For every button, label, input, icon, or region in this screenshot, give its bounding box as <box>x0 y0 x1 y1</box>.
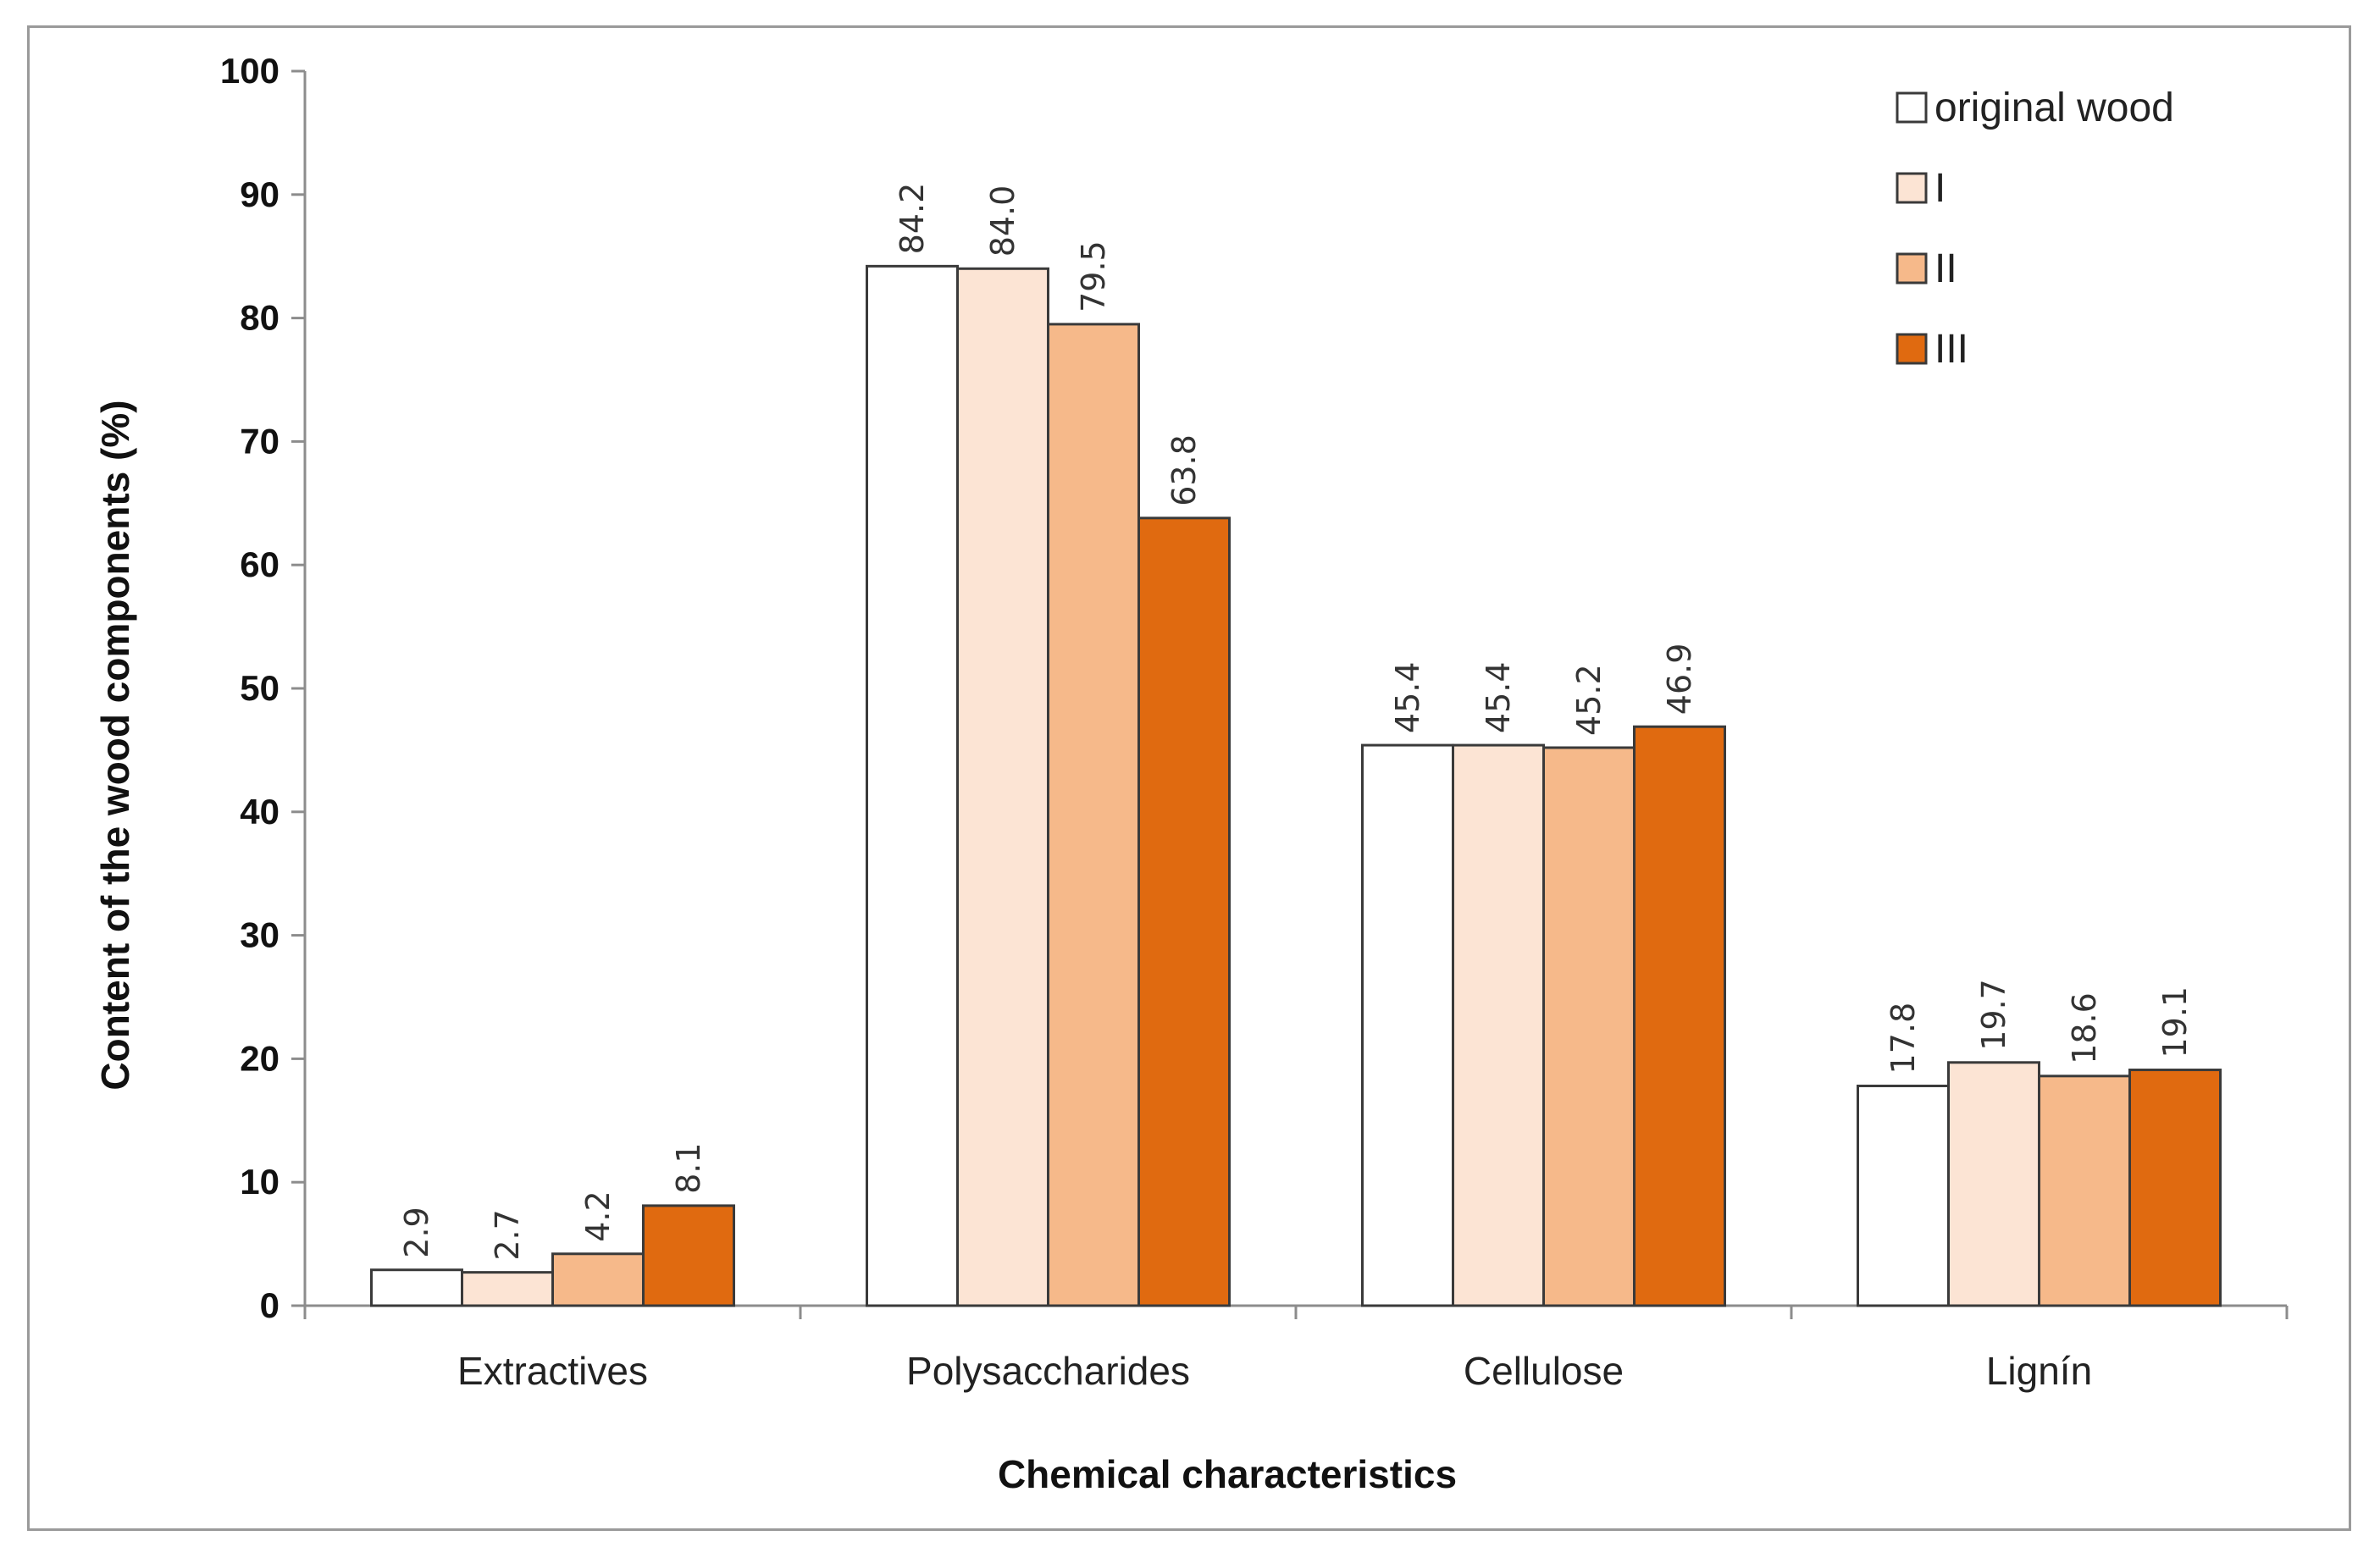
value-label: 2.9 <box>398 1207 435 1257</box>
category-label: Cellulose <box>1464 1349 1624 1393</box>
bar-iii-polysaccharides <box>1137 517 1231 1307</box>
value-label: 17.8 <box>1885 1003 1922 1075</box>
value-label: 79.5 <box>1075 240 1112 312</box>
y-axis: 0 10 20 30 40 50 60 70 80 90 100 <box>220 51 307 1325</box>
bar-original-wood-lignín <box>1857 1084 1950 1307</box>
y-tick-label: 100 <box>220 51 280 91</box>
bar-i-polysaccharides <box>956 267 1049 1307</box>
value-label: 46.9 <box>1661 644 1698 715</box>
y-axis-title: Content of the wood components (%) <box>93 400 137 1090</box>
bar-i-lignín <box>1947 1061 2040 1307</box>
value-label: 2.7 <box>489 1209 526 1260</box>
y-tick-label: 40 <box>240 792 280 831</box>
bar-ii-lignín <box>2038 1075 2131 1307</box>
bar-iii-cellulose <box>1633 725 1726 1307</box>
y-tick-label: 20 <box>240 1038 280 1078</box>
bar-i-extractives <box>461 1271 554 1307</box>
y-tick-label: 10 <box>240 1162 280 1202</box>
value-label: 45.2 <box>1570 664 1608 736</box>
legend-swatch <box>1896 91 1928 124</box>
category-label: Lignín <box>1986 1349 2092 1393</box>
bars <box>370 264 2222 1307</box>
category-label: Extractives <box>457 1349 648 1393</box>
bar-ii-polysaccharides <box>1047 323 1140 1307</box>
y-tick-label: 80 <box>240 298 280 338</box>
legend-swatch <box>1896 333 1928 365</box>
y-tick-label: 60 <box>240 544 280 584</box>
legend-swatch <box>1896 172 1928 204</box>
bar-ii-extractives <box>551 1252 645 1307</box>
value-label: 8.1 <box>670 1142 707 1193</box>
y-tick-label: 50 <box>240 668 280 708</box>
y-tick-label: 70 <box>240 421 280 461</box>
bar-iii-lignín <box>2128 1069 2222 1307</box>
value-label: 45.4 <box>1480 661 1517 733</box>
value-label: 84.2 <box>894 183 931 255</box>
x-axis-title: Chemical characteristics <box>998 1452 1457 1496</box>
value-label: 19.1 <box>2156 986 2194 1058</box>
y-tick-label: 90 <box>240 174 280 214</box>
legend-label: original wood <box>1934 86 2174 130</box>
value-labels: 2.9 2.7 4.2 8.1 84.2 84.0 79.5 63.8 45.4 45.4 45.2… <box>398 183 2194 1261</box>
category-label: Polysaccharides <box>906 1349 1190 1393</box>
y-tick-label: 30 <box>240 915 280 955</box>
bar-original-wood-extractives <box>370 1268 463 1307</box>
bar-ii-cellulose <box>1542 746 1636 1307</box>
bar-original-wood-polysaccharides <box>866 264 959 1307</box>
legend-swatch <box>1896 252 1928 285</box>
x-axis <box>303 1304 2289 1319</box>
legend-label: III <box>1934 327 1968 372</box>
value-label: 18.6 <box>2066 992 2103 1064</box>
y-tick-label: 0 <box>260 1285 280 1325</box>
value-label: 19.7 <box>1975 979 2012 1051</box>
bar-original-wood-cellulose <box>1361 743 1454 1307</box>
value-label: 4.2 <box>579 1191 617 1241</box>
value-label: 84.0 <box>984 185 1021 257</box>
legend-label: II <box>1934 246 1957 291</box>
bar-iii-extractives <box>642 1204 735 1307</box>
value-label: 45.4 <box>1389 661 1426 733</box>
category-labels: Extractives Polysaccharides Cellulose Ligní… <box>457 1349 2092 1393</box>
bar-i-cellulose <box>1452 743 1545 1307</box>
value-label: 63.8 <box>1165 434 1203 506</box>
legend-label: I <box>1934 166 1946 211</box>
